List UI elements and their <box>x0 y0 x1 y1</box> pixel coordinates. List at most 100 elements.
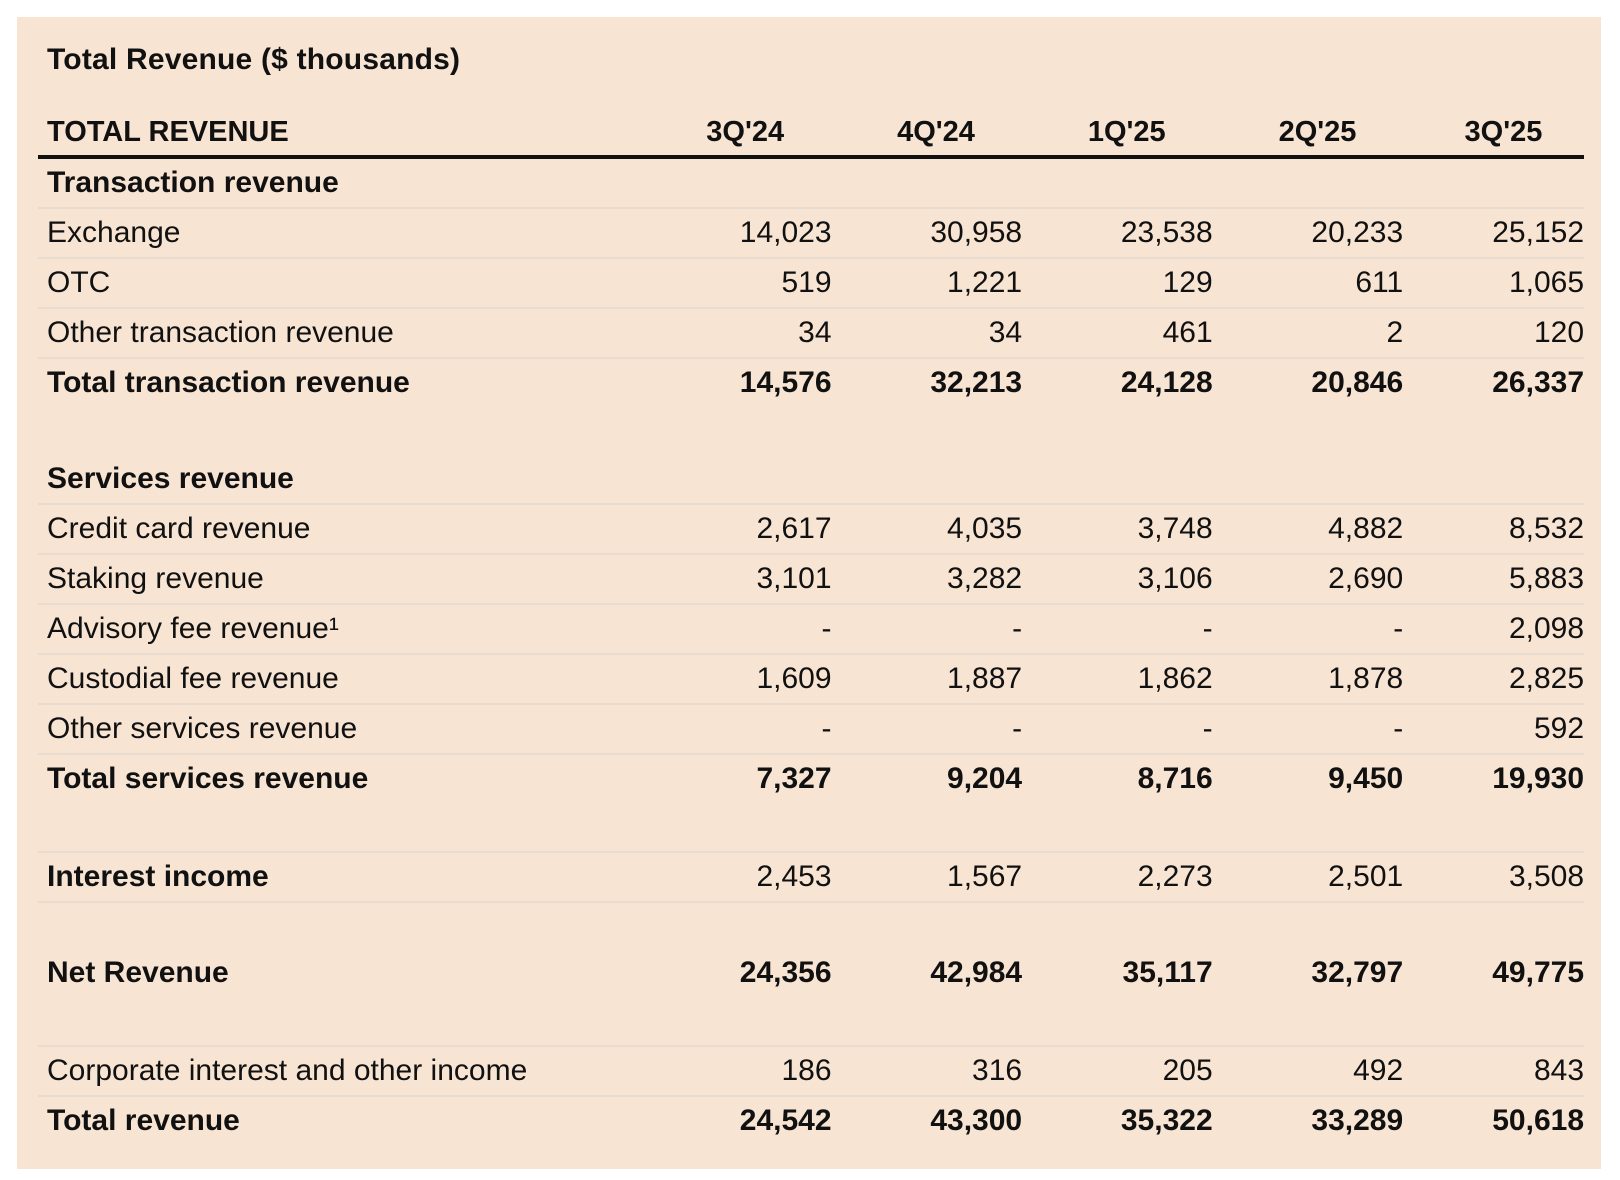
cell-value: 1,567 <box>947 860 1023 893</box>
section-label: Transaction revenue <box>47 166 339 199</box>
cell-value: 8,532 <box>1508 512 1585 545</box>
cell-value: - <box>1393 612 1404 645</box>
cell-value: 2,098 <box>1508 612 1585 645</box>
row-label: Corporate interest and other income <box>47 1054 528 1087</box>
cell-value: 1,065 <box>1508 266 1585 299</box>
net-revenue-row: Net Revenue 24,356 42,984 35,117 32,797 … <box>38 949 1584 997</box>
table-row: Exchange 14,023 30,958 23,538 20,233 25,… <box>38 209 1584 259</box>
cell-value: 2,273 <box>1137 860 1213 893</box>
cell-value: 843 <box>1533 1054 1585 1087</box>
cell-value: 2,825 <box>1508 662 1585 695</box>
table-title: Total Revenue ($ thousands) <box>47 43 461 76</box>
revenue-table: TOTAL REVENUE 3Q'24 4Q'24 1Q'25 2Q'25 3Q… <box>38 109 1584 1145</box>
cell-value: 120 <box>1533 316 1585 349</box>
table-row: Credit card revenue 2,617 4,035 3,748 4,… <box>38 505 1584 555</box>
row-label: Exchange <box>47 216 181 249</box>
cell-value: 1,862 <box>1137 662 1213 695</box>
total-row-transaction: Total transaction revenue 14,576 32,213 … <box>38 359 1584 407</box>
cell-value: 3,508 <box>1508 860 1585 893</box>
cell-value: 35,117 <box>1122 956 1213 989</box>
cell-value: 3,106 <box>1137 562 1213 595</box>
cell-value: - <box>1012 712 1023 745</box>
cell-value: 30,958 <box>930 216 1023 249</box>
cell-value: 14,023 <box>739 216 832 249</box>
row-label: Net Revenue <box>47 956 229 989</box>
cell-value: 3,101 <box>756 562 832 595</box>
cell-value: 24,542 <box>739 1104 832 1137</box>
row-label: Other services revenue <box>47 712 358 745</box>
cell-value: - <box>1202 712 1213 745</box>
row-label: Other transaction revenue <box>47 316 394 349</box>
cell-value: 32,213 <box>930 366 1023 399</box>
cell-value: 24,128 <box>1120 366 1213 399</box>
table-row: Staking revenue 3,101 3,282 3,106 2,690 … <box>38 555 1584 605</box>
cell-value: - <box>1012 612 1023 645</box>
table-row: Custodial fee revenue 1,609 1,887 1,862 … <box>38 655 1584 705</box>
row-label: Total transaction revenue <box>47 366 410 399</box>
period-header: 3Q'24 <box>706 115 785 148</box>
interest-income-row: Interest income 2,453 1,567 2,273 2,501 … <box>38 851 1584 903</box>
cell-value: 9,450 <box>1328 762 1404 795</box>
row-label: Interest income <box>47 860 269 893</box>
table-row: Advisory fee revenue¹ - - - - 2,098 <box>38 605 1584 655</box>
cell-value: 2 <box>1386 316 1404 349</box>
total-revenue-row: Total revenue 24,542 43,300 35,322 33,28… <box>38 1097 1584 1145</box>
cell-value: 461 <box>1162 316 1213 349</box>
cell-value: 19,930 <box>1492 762 1585 795</box>
cell-value: 611 <box>1355 266 1404 299</box>
table-row: Other services revenue - - - - 592 <box>38 705 1584 755</box>
table-row: OTC 519 1,221 129 611 1,065 <box>38 259 1584 309</box>
cell-value: 1,887 <box>947 662 1023 695</box>
cell-value: 1,221 <box>947 266 1023 299</box>
cell-value: 14,576 <box>739 366 832 399</box>
cell-value: - <box>1202 612 1213 645</box>
cell-value: 2,690 <box>1328 562 1404 595</box>
cell-value: 4,882 <box>1328 512 1404 545</box>
cell-value: 316 <box>972 1054 1023 1087</box>
table-header-row: TOTAL REVENUE 3Q'24 4Q'24 1Q'25 2Q'25 3Q… <box>38 109 1584 159</box>
cell-value: - <box>821 612 832 645</box>
spacer <box>38 803 1584 851</box>
cell-value: 33,289 <box>1311 1104 1404 1137</box>
cell-value: 34 <box>798 316 832 349</box>
cell-value: - <box>1393 712 1404 745</box>
cell-value: 42,984 <box>930 956 1023 989</box>
cell-value: 3,282 <box>947 562 1023 595</box>
cell-value: 492 <box>1353 1054 1404 1087</box>
cell-value: 20,846 <box>1311 366 1404 399</box>
cell-value: 4,035 <box>947 512 1023 545</box>
row-label: Total revenue <box>47 1104 240 1137</box>
cell-value: 20,233 <box>1311 216 1404 249</box>
row-label: Staking revenue <box>47 562 264 595</box>
cell-value: 32,797 <box>1311 956 1404 989</box>
cell-value: 1,609 <box>756 662 832 695</box>
cell-value: 25,152 <box>1492 216 1585 249</box>
cell-value: 35,322 <box>1120 1104 1213 1137</box>
section-label: Services revenue <box>47 462 294 495</box>
period-header: 2Q'25 <box>1278 115 1357 148</box>
row-label: Credit card revenue <box>47 512 311 545</box>
period-header: 3Q'25 <box>1464 115 1543 148</box>
row-label: OTC <box>47 266 111 299</box>
period-header: 1Q'25 <box>1087 115 1166 148</box>
cell-value: 2,617 <box>756 512 832 545</box>
row-label: Total services revenue <box>47 762 369 795</box>
cell-value: 7,327 <box>756 762 832 795</box>
spacer <box>38 997 1584 1045</box>
cell-value: 49,775 <box>1492 956 1585 989</box>
section-heading-transaction: Transaction revenue <box>38 159 1584 209</box>
cell-value: 2,453 <box>756 860 832 893</box>
spacer <box>38 407 1584 455</box>
cell-value: 50,618 <box>1492 1104 1585 1137</box>
cell-value: 8,716 <box>1137 762 1213 795</box>
cell-value: 43,300 <box>930 1104 1023 1137</box>
cell-value: 34 <box>988 316 1023 349</box>
period-header: 4Q'24 <box>897 115 975 148</box>
cell-value: 26,337 <box>1492 366 1585 399</box>
table-row: Other transaction revenue 34 34 461 2 12… <box>38 309 1584 359</box>
cell-value: 1,878 <box>1328 662 1404 695</box>
cell-value: 2,501 <box>1328 860 1404 893</box>
row-label: Advisory fee revenue¹ <box>47 612 339 645</box>
cell-value: 5,883 <box>1508 562 1585 595</box>
cell-value: 23,538 <box>1120 216 1213 249</box>
